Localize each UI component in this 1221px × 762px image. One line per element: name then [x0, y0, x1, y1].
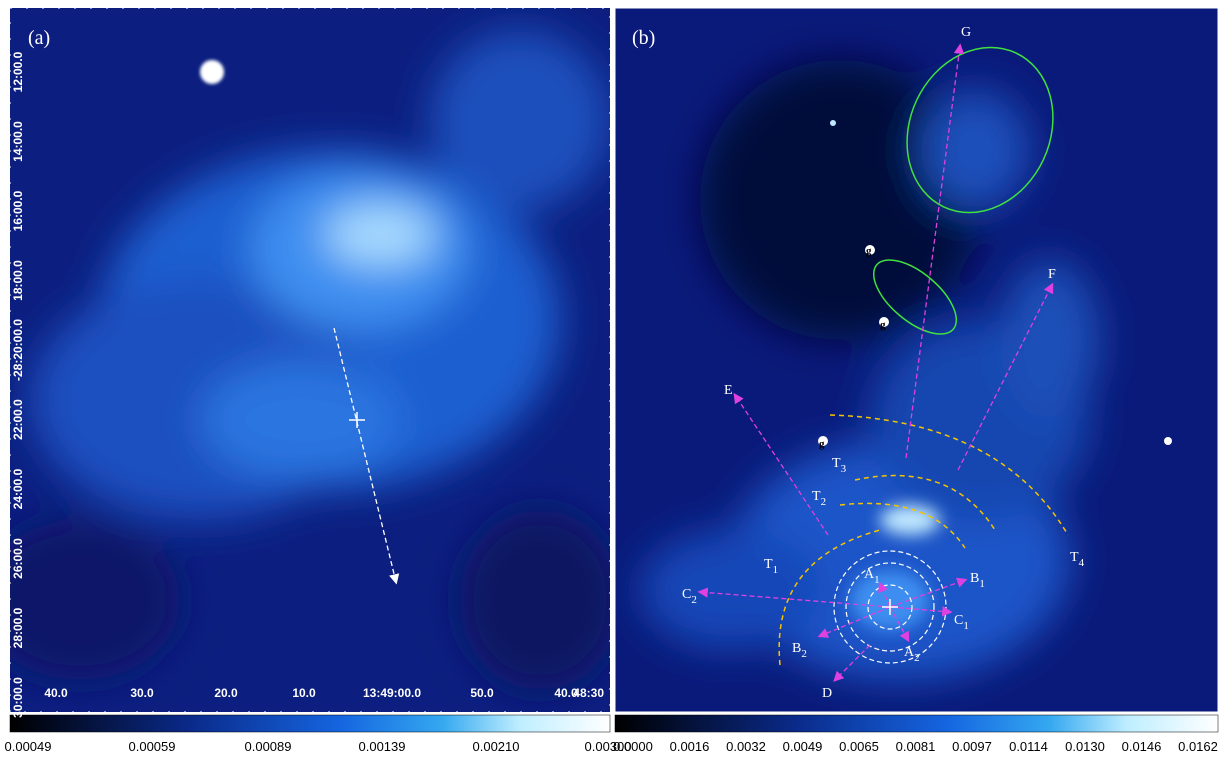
y-tick-label: 26:00.0 [11, 538, 25, 579]
y-tick-label: -28:20:00.0 [11, 319, 25, 381]
annotation-base: T [812, 489, 821, 504]
annotation-base: C [682, 587, 691, 602]
annotation: D [822, 686, 832, 701]
x-tick-label: 48:30 [573, 686, 604, 700]
y-tick-label: 24:00.0 [11, 468, 25, 509]
annotation-base: T [764, 557, 773, 572]
regions [872, 46, 1054, 335]
colorbar-label: 0.00089 [245, 739, 292, 754]
y-tick-label: 30:00.0 [11, 677, 25, 718]
colorbar-label: 0.0081 [896, 739, 936, 754]
annotation: g [880, 319, 886, 331]
annotation-base: T [1070, 550, 1079, 565]
y-tick-label: 22:00.0 [11, 399, 25, 440]
colorbar-label: 0.00300 [585, 739, 632, 754]
colorbar-label: 0.00210 [473, 739, 520, 754]
annotation: B1 [970, 571, 985, 590]
annotation: T1 [764, 557, 778, 576]
y-tick-label: 14:00.0 [11, 121, 25, 162]
colorbar-label: 0.0000 [613, 739, 653, 754]
annotation-sub: 1 [979, 578, 985, 590]
colorbar-label: 0.0065 [839, 739, 879, 754]
x-tick-label: 13:49:00.0 [363, 686, 421, 700]
colorbar-a [9, 714, 611, 733]
center-cross [349, 412, 365, 428]
colorbar-label: 0.0032 [726, 739, 766, 754]
y-tick-label: 16:00.0 [11, 190, 25, 231]
colorbar-label: 0.00139 [359, 739, 406, 754]
annotation-base: B [970, 571, 979, 586]
colorbar-b [614, 714, 1219, 733]
panel-label: (a) [28, 27, 50, 49]
y-tick-label: 12:00.0 [11, 51, 25, 92]
annotation: G [961, 25, 971, 40]
panel-a-frame [9, 7, 611, 713]
y-tick-label: 28:00.0 [11, 607, 25, 648]
x-tick-label: 40.0 [44, 686, 68, 700]
colorbar-label: 0.0049 [783, 739, 823, 754]
annotation: A1 [864, 567, 880, 586]
annotation-sub: 2 [821, 496, 827, 508]
annotation-sub: 4 [1079, 557, 1085, 569]
arrows [697, 43, 1054, 682]
annotation-sub: 1 [773, 564, 779, 576]
arcs [778, 414, 1069, 666]
arrow [333, 327, 400, 585]
annotation: T2 [812, 489, 826, 508]
x-tick-label: 40.0 [554, 686, 578, 700]
panel-b-frame [614, 7, 1219, 713]
annotation-sub: 1 [874, 574, 880, 586]
colorbar-label: 0.0130 [1065, 739, 1105, 754]
x-tick-label: 20.0 [214, 686, 238, 700]
annotation: C1 [954, 613, 969, 632]
annotation: T4 [1070, 550, 1085, 569]
panel-b-image [615, 8, 1218, 712]
colorbar-label: 0.0162 [1178, 739, 1218, 754]
y-tick-label: 18:00.0 [11, 260, 25, 301]
x-tick-label: 10.0 [292, 686, 316, 700]
annotation-base: T [832, 456, 841, 471]
annotation: T3 [832, 456, 847, 475]
annotation: g [819, 438, 825, 450]
colorbar-label: 0.0114 [1009, 739, 1048, 754]
annotation-base: A [864, 567, 875, 582]
x-tick-label: 30.0 [130, 686, 154, 700]
colorbar-label: 0.0097 [952, 739, 992, 754]
annotation: E [724, 383, 733, 398]
annotation-sub: 2 [914, 652, 920, 664]
annotation-sub: 2 [691, 594, 697, 606]
annotation: A2 [904, 645, 920, 664]
annotation: F [1048, 267, 1056, 282]
annotation-base: B [792, 641, 801, 656]
x-tick-label: 50.0 [470, 686, 494, 700]
annotation-sub: 1 [963, 620, 969, 632]
annotation: g [866, 245, 872, 257]
panel-label: (b) [632, 27, 655, 49]
annotation-sub: 3 [841, 463, 847, 475]
center-cross [882, 599, 898, 615]
colorbar-label: 0.00059 [129, 739, 176, 754]
colorbar-label: 0.00049 [5, 739, 52, 754]
annotation: C2 [682, 587, 697, 606]
annotation: B2 [792, 641, 807, 660]
annotation-base: C [954, 613, 963, 628]
annotation-base: A [904, 645, 915, 660]
colorbar-label: 0.0016 [670, 739, 710, 754]
colorbar-label: 0.0146 [1122, 739, 1162, 754]
annotation-sub: 2 [801, 648, 807, 660]
panel-a-image [10, 8, 610, 712]
